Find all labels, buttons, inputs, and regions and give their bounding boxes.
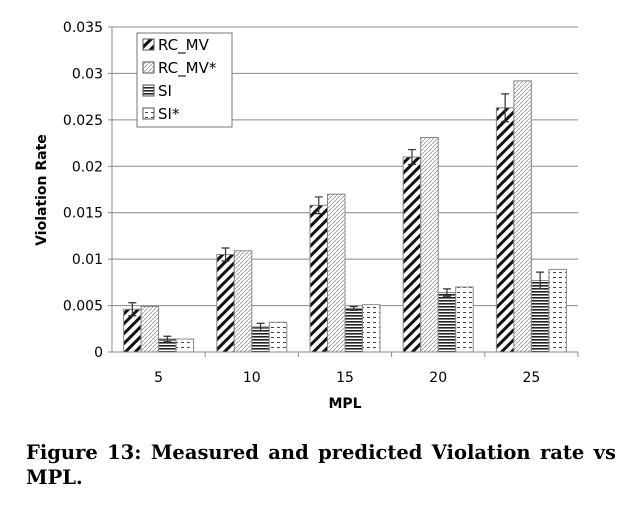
bar-rcmv-15 xyxy=(309,204,328,353)
x-tick-label: 20 xyxy=(429,370,447,386)
bar-si-15 xyxy=(362,304,381,353)
bar-si-20 xyxy=(437,292,457,353)
x-tick-label: 25 xyxy=(522,370,540,386)
bar-si-10 xyxy=(268,321,288,353)
legend-label: SI xyxy=(158,82,172,100)
legend-swatch xyxy=(142,107,155,120)
y-tick-label: 0.03 xyxy=(72,66,103,82)
error-bar xyxy=(442,288,451,297)
bar-si-15 xyxy=(344,307,363,353)
legend-label: RC_MV* xyxy=(158,59,217,78)
error-bar xyxy=(221,247,230,262)
x-tick-label: 15 xyxy=(336,370,354,386)
error-bar xyxy=(536,271,545,290)
legend-swatch xyxy=(142,84,155,97)
error-bar xyxy=(501,93,510,123)
y-tick-label: 0.015 xyxy=(63,206,103,222)
bar-si-20 xyxy=(455,286,474,353)
bar-rcmv-15 xyxy=(327,193,346,353)
bar-rcmv-25 xyxy=(495,107,515,353)
error-bar xyxy=(256,322,265,332)
x-tick-label: 5 xyxy=(154,370,163,386)
error-bar xyxy=(349,305,358,311)
legend-label: SI* xyxy=(158,105,180,123)
bar-chart: 0 0.005 0.01 0.015 0.02 0.025 0.03 0.035 5 10 15 20… xyxy=(34,20,579,412)
y-axis-label: Violation Rate xyxy=(34,134,50,246)
error-bar xyxy=(163,335,172,343)
y-tick-label: 0.005 xyxy=(63,299,103,315)
legend-swatch xyxy=(142,38,155,51)
error-bar xyxy=(128,302,137,317)
legend-swatch xyxy=(142,61,155,74)
x-axis-label: MPL xyxy=(328,396,361,412)
y-tick-label: 0.025 xyxy=(63,113,103,129)
bar-rcmv-20 xyxy=(420,137,439,353)
bar-rcmv-20 xyxy=(402,156,422,353)
bar-si-25 xyxy=(530,280,550,353)
y-tick-label: 0.01 xyxy=(72,252,103,268)
bar-rcmv-25 xyxy=(513,80,532,353)
bar-rcmv-10 xyxy=(216,254,235,353)
bar-si-5 xyxy=(175,338,195,353)
error-bar xyxy=(407,148,416,166)
y-tick-label: 0.02 xyxy=(72,159,103,175)
x-tick-label: 10 xyxy=(243,370,261,386)
figure-caption: Figure 13: Measured and predicted Violat… xyxy=(26,441,616,489)
bar-rcmv-10 xyxy=(233,250,253,353)
y-tick-label: 0.035 xyxy=(63,20,103,36)
legend: RC_MV RC_MV* SI SI* xyxy=(136,32,233,128)
y-tick-label: 0 xyxy=(94,345,103,361)
bar-rcmv-5 xyxy=(140,306,160,353)
error-bar xyxy=(314,196,323,215)
bar-si-25 xyxy=(548,268,567,353)
legend-label: RC_MV xyxy=(158,36,210,55)
